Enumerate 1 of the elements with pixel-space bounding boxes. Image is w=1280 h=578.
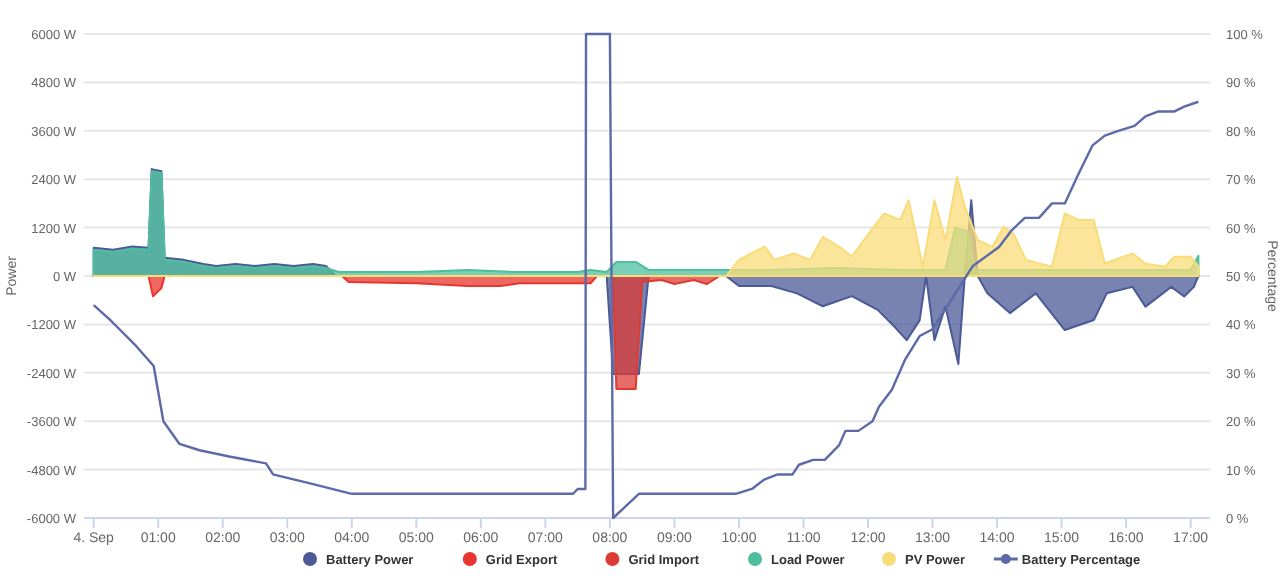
line-series <box>92 32 1200 520</box>
